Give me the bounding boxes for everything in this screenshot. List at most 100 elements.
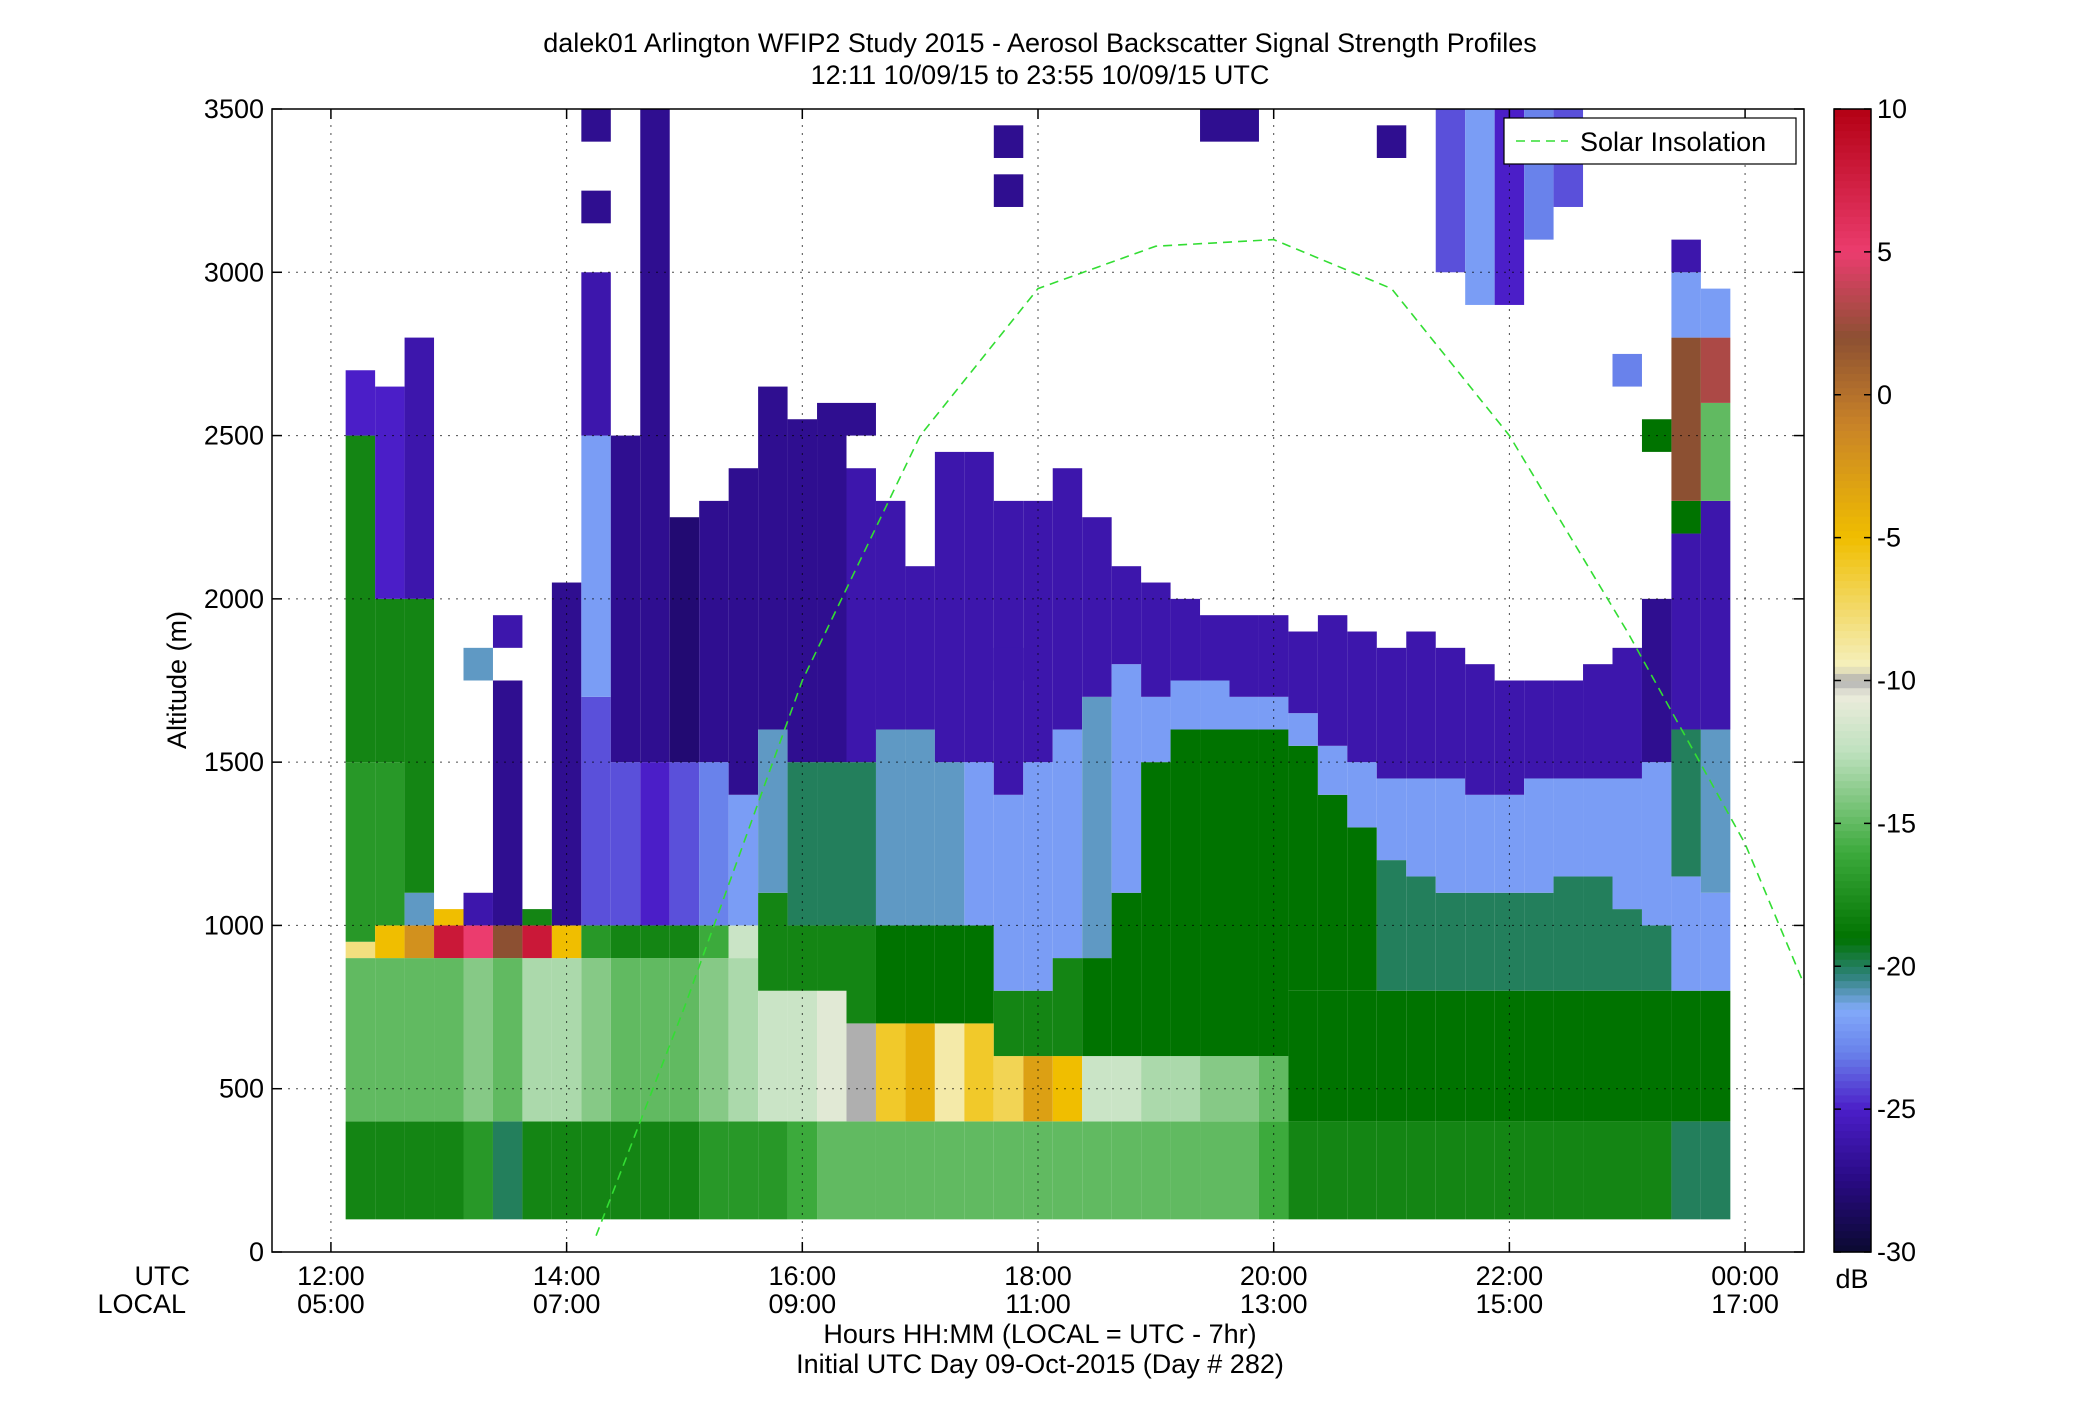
colorbar-segment bbox=[1834, 359, 1871, 367]
backscatter-cell bbox=[1023, 762, 1053, 991]
colorbar-segment bbox=[1834, 1216, 1871, 1225]
backscatter-cell bbox=[1141, 1121, 1171, 1220]
backscatter-cell bbox=[1406, 778, 1436, 877]
backscatter-cell bbox=[669, 958, 700, 1122]
backscatter-cell bbox=[1288, 1121, 1318, 1220]
backscatter-cell bbox=[492, 680, 523, 926]
backscatter-cell bbox=[375, 958, 405, 1122]
backscatter-cell bbox=[1200, 680, 1230, 730]
colorbar-segment bbox=[1834, 394, 1871, 403]
utc-row-label: UTC bbox=[135, 1261, 191, 1291]
backscatter-cell bbox=[492, 958, 523, 1122]
colorbar-segment bbox=[1834, 844, 1871, 853]
backscatter-cell bbox=[581, 190, 611, 224]
backscatter-cell bbox=[404, 598, 435, 893]
colorbar-segment bbox=[1834, 151, 1871, 160]
backscatter-cell bbox=[1671, 1121, 1701, 1220]
backscatter-cell bbox=[905, 1121, 935, 1220]
colorbar-segment bbox=[1834, 809, 1871, 817]
colorbar-segment bbox=[1834, 901, 1871, 910]
colorbar-segment bbox=[1834, 1201, 1871, 1210]
backscatter-cell bbox=[434, 1121, 464, 1220]
backscatter-cell bbox=[846, 468, 876, 763]
backscatter-cell bbox=[1524, 1121, 1554, 1220]
legend: Solar Insolation bbox=[1503, 117, 1797, 165]
colorbar-segment bbox=[1834, 580, 1871, 589]
colorbar-segment bbox=[1834, 673, 1871, 682]
colorbar-segment bbox=[1834, 923, 1871, 932]
backscatter-cell bbox=[817, 990, 847, 1122]
backscatter-cell bbox=[345, 762, 376, 942]
backscatter-cell bbox=[1700, 337, 1731, 403]
backscatter-cell bbox=[581, 109, 611, 142]
backscatter-cell bbox=[1435, 990, 1466, 1122]
backscatter-cell bbox=[758, 990, 788, 1122]
backscatter-cell bbox=[1641, 1121, 1672, 1220]
colorbar-segment bbox=[1834, 594, 1871, 603]
backscatter-cell bbox=[1082, 696, 1112, 959]
colorbar-segment bbox=[1834, 209, 1871, 217]
backscatter-cell bbox=[1141, 762, 1171, 1057]
colorbar-segment bbox=[1834, 601, 1871, 610]
backscatter-cell bbox=[1583, 876, 1613, 991]
colorbar-segment bbox=[1834, 1244, 1871, 1253]
backscatter-cell bbox=[1170, 680, 1201, 730]
colorbar-segment bbox=[1834, 1087, 1871, 1096]
colorbar-segment bbox=[1834, 230, 1871, 239]
backscatter-cell bbox=[1229, 109, 1259, 142]
backscatter-cell bbox=[522, 909, 552, 926]
colorbar-segment bbox=[1834, 166, 1871, 174]
colorbar-segment bbox=[1834, 1180, 1871, 1189]
backscatter-cell bbox=[1494, 990, 1525, 1122]
colorbar-segment bbox=[1834, 251, 1871, 260]
colorbar-segment bbox=[1834, 866, 1871, 874]
colorbar-segment bbox=[1834, 1116, 1871, 1125]
backscatter-cell bbox=[1583, 1121, 1613, 1220]
colorbar-tick-label: 5 bbox=[1877, 237, 1892, 267]
backscatter-cell bbox=[463, 647, 493, 681]
backscatter-cell bbox=[1465, 892, 1495, 991]
colorbar-segment bbox=[1834, 451, 1871, 460]
colorbar-segment bbox=[1834, 1123, 1871, 1132]
colorbar-segment bbox=[1834, 566, 1871, 574]
backscatter-cell bbox=[1583, 990, 1613, 1122]
backscatter-cell bbox=[1583, 664, 1613, 779]
backscatter-cell bbox=[964, 451, 994, 763]
backscatter-cell bbox=[1641, 598, 1672, 763]
backscatter-cell bbox=[1258, 1121, 1289, 1220]
x-tick-label-local: 13:00 bbox=[1240, 1289, 1308, 1319]
backscatter-cell bbox=[404, 892, 435, 926]
y-axis-label: Altitude (m) bbox=[162, 611, 192, 749]
colorbar-segment bbox=[1834, 337, 1871, 346]
backscatter-cell bbox=[1229, 1056, 1259, 1122]
x-tick-label-utc: 16:00 bbox=[769, 1261, 837, 1291]
colorbar-segment bbox=[1834, 509, 1871, 517]
colorbar-segment bbox=[1834, 301, 1871, 310]
colorbar-segment bbox=[1834, 587, 1871, 596]
colorbar-segment bbox=[1834, 144, 1871, 153]
backscatter-cell bbox=[1023, 500, 1053, 763]
colorbar-segment bbox=[1834, 894, 1871, 903]
backscatter-cell bbox=[1671, 239, 1701, 273]
backscatter-cell bbox=[345, 958, 376, 1122]
colorbar-segment bbox=[1834, 523, 1871, 532]
backscatter-cell bbox=[1141, 582, 1171, 697]
colorbar-segment bbox=[1834, 537, 1871, 546]
backscatter-cell bbox=[1406, 631, 1436, 779]
backscatter-cell bbox=[492, 615, 523, 648]
backscatter-cell bbox=[1700, 1121, 1731, 1220]
x-tick-label-local: 05:00 bbox=[297, 1289, 365, 1319]
colorbar-segment bbox=[1834, 816, 1871, 824]
colorbar-segment bbox=[1834, 459, 1871, 467]
backscatter-cell bbox=[581, 958, 611, 1122]
colorbar-segment bbox=[1834, 1023, 1871, 1032]
x-tick-label-utc: 14:00 bbox=[533, 1261, 601, 1291]
backscatter-cell bbox=[551, 1121, 582, 1220]
colorbar-tick-label: -20 bbox=[1877, 951, 1916, 981]
backscatter-cell bbox=[964, 762, 994, 926]
grid bbox=[272, 109, 1804, 1252]
backscatter-cell bbox=[1494, 794, 1525, 893]
colorbar-segment bbox=[1834, 1166, 1871, 1175]
colorbar-segment bbox=[1834, 266, 1871, 274]
backscatter-cell bbox=[1288, 631, 1318, 714]
